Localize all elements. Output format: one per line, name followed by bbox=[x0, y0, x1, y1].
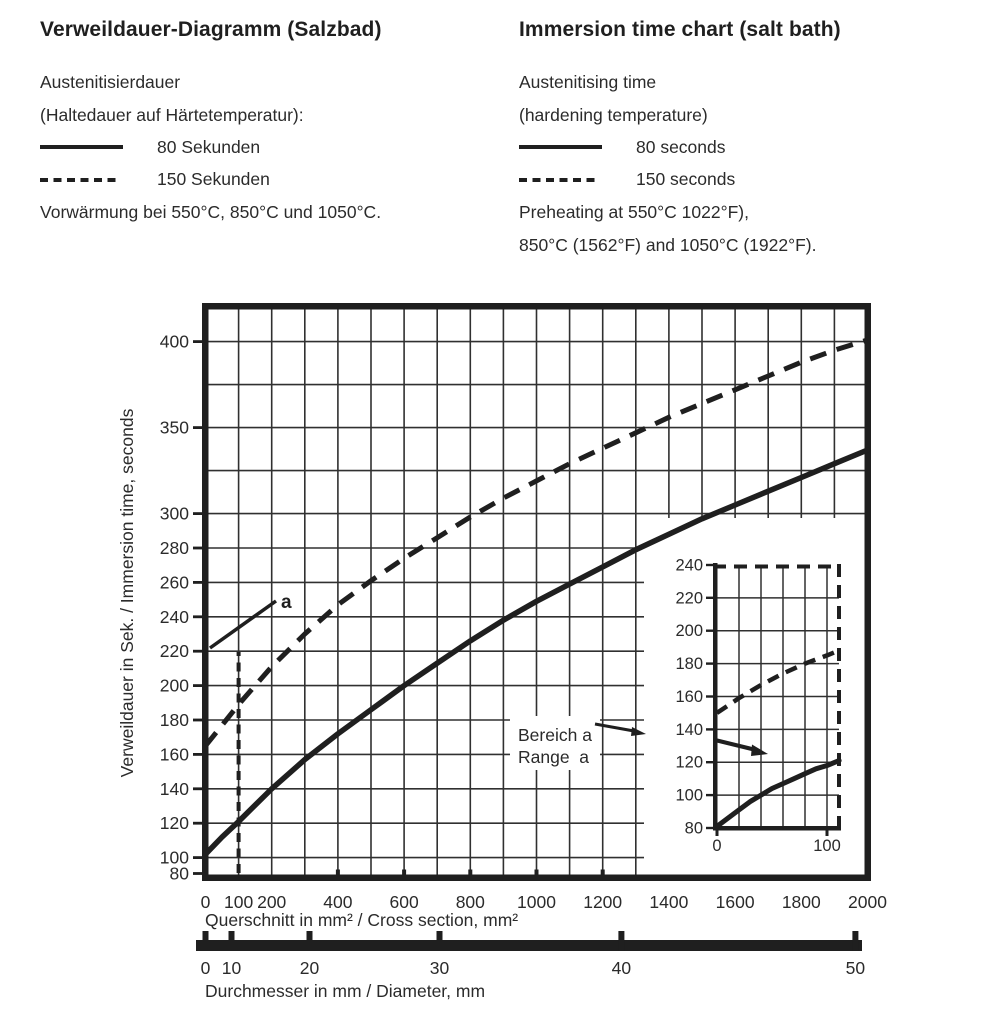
main-plot-border bbox=[202, 303, 871, 881]
svg-text:280: 280 bbox=[160, 538, 189, 558]
inset-curve-80s bbox=[714, 758, 842, 829]
diameter-axis-title: Durchmesser in mm / Diameter, mm bbox=[205, 981, 485, 1001]
diameter-axis: 0 10 20 30 40 50 Durchmesser in mm / Diameter,… bbox=[196, 931, 865, 1001]
inset-curve-150s bbox=[715, 648, 840, 715]
svg-text:30: 30 bbox=[430, 958, 450, 978]
svg-text:1600: 1600 bbox=[716, 892, 755, 912]
svg-text:Range a: Range a bbox=[518, 747, 589, 767]
svg-text:160: 160 bbox=[675, 688, 703, 706]
svg-text:300: 300 bbox=[160, 504, 189, 524]
svg-text:220: 220 bbox=[160, 641, 189, 661]
svg-text:1200: 1200 bbox=[583, 892, 622, 912]
subtitle-english-2: (hardening temperature) bbox=[519, 104, 708, 125]
svg-text:200: 200 bbox=[160, 676, 189, 696]
curve-150-seconds bbox=[203, 337, 869, 748]
svg-text:180: 180 bbox=[160, 710, 189, 730]
title-german: Verweildauer-Diagramm (Salzbad) bbox=[40, 18, 382, 41]
legend-label-80s-english: 80 seconds bbox=[636, 136, 726, 157]
solid-line-legend-icon bbox=[40, 145, 123, 150]
svg-text:200: 200 bbox=[257, 892, 286, 912]
svg-text:100: 100 bbox=[224, 892, 253, 912]
inset-x-labels: 0 100 bbox=[712, 830, 841, 855]
svg-text:800: 800 bbox=[456, 892, 485, 912]
legend-row-dashed-english: 150 seconds bbox=[519, 164, 989, 197]
legend-label-80s-german: 80 Sekunden bbox=[157, 136, 261, 157]
svg-text:240: 240 bbox=[160, 607, 189, 627]
svg-text:120: 120 bbox=[675, 754, 703, 772]
subtitle-english-1: Austenitising time bbox=[519, 72, 657, 92]
svg-text:100: 100 bbox=[813, 837, 841, 855]
legend-label-150s-german: 150 Sekunden bbox=[157, 169, 270, 190]
subtitle-german-2: (Haltedauer auf Härtetemperatur): bbox=[40, 104, 304, 125]
region-a-label: a bbox=[281, 592, 292, 613]
inset-range-arrow bbox=[714, 738, 757, 752]
svg-text:400: 400 bbox=[323, 892, 352, 912]
svg-text:160: 160 bbox=[160, 744, 189, 764]
svg-text:2000: 2000 bbox=[848, 892, 887, 912]
preheat-note-english-1: Preheating at 550°C 1022°F), bbox=[519, 202, 749, 222]
svg-text:120: 120 bbox=[160, 813, 189, 833]
x-axis-title: Querschnitt in mm² / Cross section, mm² bbox=[205, 910, 518, 930]
inset-y-labels: 240 220 200 180 160 140 120 100 80 bbox=[675, 557, 713, 838]
svg-text:140: 140 bbox=[160, 779, 189, 799]
svg-text:400: 400 bbox=[160, 332, 189, 352]
svg-text:20: 20 bbox=[300, 958, 320, 978]
svg-text:350: 350 bbox=[160, 418, 189, 438]
preheat-note-english-2: 850°C (1562°F) and 1050°C (1922°F). bbox=[519, 234, 817, 255]
inset-chart: 240 220 200 180 160 140 120 100 80 0 100 bbox=[675, 557, 842, 855]
svg-text:140: 140 bbox=[675, 721, 703, 739]
header-german: Verweildauer-Diagramm (Salzbad) Austenit… bbox=[40, 16, 510, 229]
svg-text:600: 600 bbox=[389, 892, 418, 912]
subtitle-german-1: Austenitisierdauer bbox=[40, 72, 181, 92]
svg-text:260: 260 bbox=[160, 572, 189, 592]
x-axis-labels: 0 100 200 400 600 800 1000 1200 1400 1600 1800 2000 bbox=[201, 892, 888, 912]
svg-text:100: 100 bbox=[675, 787, 703, 805]
curve-80-seconds bbox=[202, 447, 871, 857]
svg-text:0: 0 bbox=[201, 958, 211, 978]
legend-row-dashed-german: 150 Sekunden bbox=[40, 164, 510, 197]
preheat-note-german: Vorwärmung bei 550°C, 850°C und 1050°C. bbox=[40, 202, 382, 222]
y-axis-title: Verweildauer in Sek. / Immersion time, s… bbox=[117, 408, 137, 777]
svg-text:240: 240 bbox=[675, 557, 703, 575]
svg-text:1800: 1800 bbox=[782, 892, 821, 912]
svg-text:200: 200 bbox=[675, 622, 703, 640]
svg-text:1000: 1000 bbox=[517, 892, 556, 912]
region-a-leader bbox=[208, 599, 278, 650]
svg-text:0: 0 bbox=[712, 837, 721, 855]
svg-text:0: 0 bbox=[201, 892, 211, 912]
svg-text:220: 220 bbox=[675, 589, 703, 607]
svg-text:40: 40 bbox=[612, 958, 632, 978]
svg-text:10: 10 bbox=[222, 958, 242, 978]
svg-text:80: 80 bbox=[685, 820, 703, 838]
svg-text:50: 50 bbox=[846, 958, 866, 978]
legend-label-150s-english: 150 seconds bbox=[636, 169, 736, 190]
svg-text:100: 100 bbox=[160, 848, 189, 868]
legend-row-solid-english: 80 seconds bbox=[519, 131, 989, 164]
solid-line-legend-icon bbox=[519, 145, 602, 150]
dashed-line-legend-icon bbox=[40, 177, 116, 182]
header-english: Immersion time chart (salt bath) Austeni… bbox=[519, 16, 989, 261]
svg-text:1400: 1400 bbox=[649, 892, 688, 912]
svg-text:80: 80 bbox=[170, 864, 190, 884]
svg-text:Bereich a: Bereich a bbox=[518, 725, 592, 745]
legend-row-solid-german: 80 Sekunden bbox=[40, 131, 510, 164]
dashed-line-legend-icon bbox=[519, 177, 595, 182]
svg-text:180: 180 bbox=[675, 655, 703, 673]
title-english: Immersion time chart (salt bath) bbox=[519, 18, 841, 41]
